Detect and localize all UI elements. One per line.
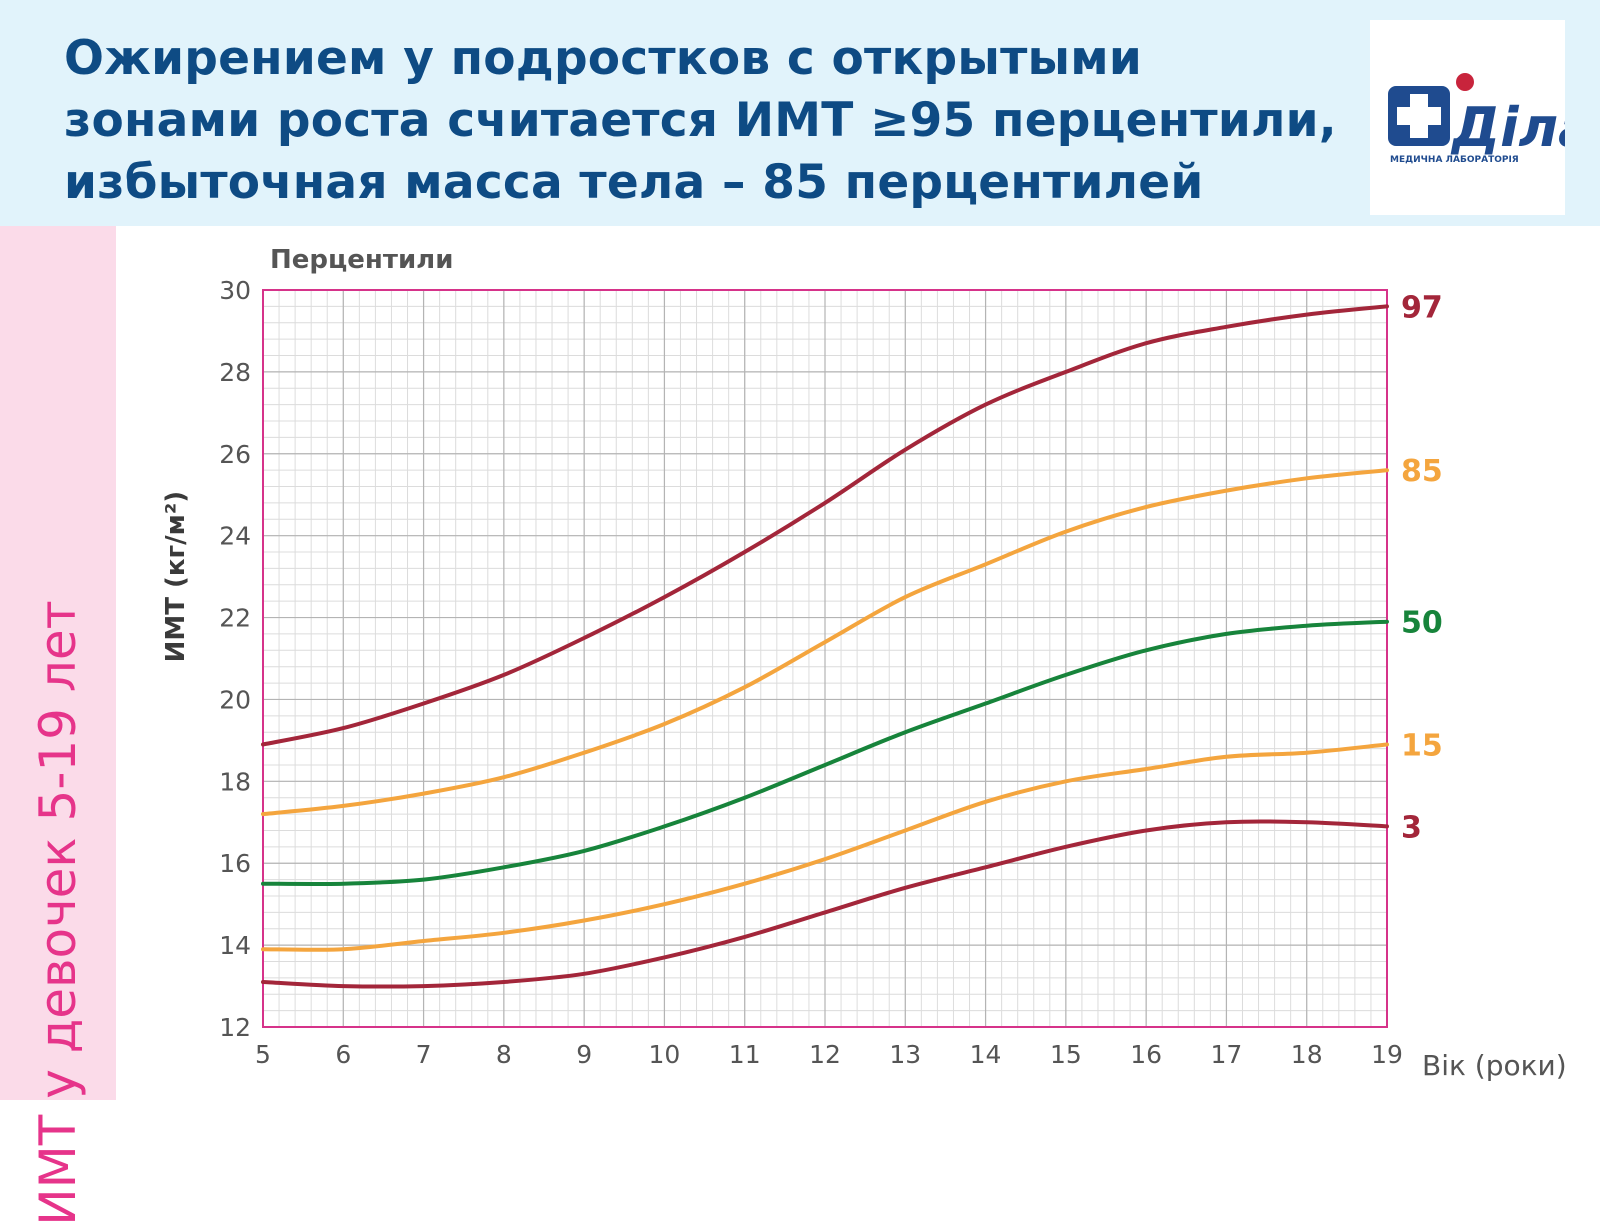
x-tick-label: 9 (576, 1040, 592, 1069)
y-tick-label: 16 (219, 849, 251, 878)
x-tick-label: 17 (1211, 1040, 1243, 1069)
x-tick-label: 5 (255, 1040, 271, 1069)
y-axis-ticks: 12 14 16 18 20 22 24 26 28 30 (219, 276, 251, 1042)
x-tick-label: 16 (1130, 1040, 1162, 1069)
title-line-3: избыточная масса тела – 85 перцентилей (64, 155, 1204, 210)
bmi-chart: 97 85 50 15 3 12 14 16 18 20 22 24 26 28 30 5 6 7 8 9 10 11… (161, 245, 1567, 1082)
page-title: Ожирением у подростков с открытыми зонам… (64, 28, 1337, 214)
series-line-p15 (261, 742, 1389, 952)
percentile-label: Перцентили (270, 245, 453, 275)
series-label-p85: 85 (1401, 454, 1443, 489)
x-tick-label: 14 (970, 1040, 1002, 1069)
series-labels: 97 85 50 15 3 (1401, 290, 1443, 845)
y-tick-label: 26 (219, 440, 251, 469)
y-tick-label: 18 (219, 767, 251, 796)
series-line-p97 (261, 304, 1389, 747)
x-axis-ticks: 5 6 7 8 9 10 11 12 13 14 15 16 17 18 19 (255, 1040, 1403, 1069)
logo-subtext: МЕДИЧНА ЛАБОРАТОРІЯ (1390, 155, 1519, 165)
y-axis-title: ИМТ (кг/м²) (161, 491, 191, 663)
title-line-1: Ожирением у подростков с открытыми (64, 31, 1142, 86)
series-label-p3: 3 (1401, 810, 1422, 845)
series-line-p85 (261, 468, 1389, 817)
logo-dot (1456, 73, 1474, 91)
grid-major (262, 289, 1388, 1028)
y-tick-label: 28 (219, 358, 251, 387)
y-tick-label: 20 (219, 685, 251, 714)
header-banner: Ожирением у подростков с открытыми зонам… (0, 0, 1600, 226)
y-tick-label: 30 (219, 276, 251, 305)
x-tick-label: 15 (1050, 1040, 1082, 1069)
y-tick-label: 14 (219, 931, 251, 960)
x-tick-label: 8 (496, 1040, 512, 1069)
x-tick-label: 7 (416, 1040, 432, 1069)
series-label-p15: 15 (1401, 728, 1443, 763)
x-tick-label: 13 (889, 1040, 921, 1069)
side-panel: ИМТ у девочек 5-19 лет (0, 226, 116, 1226)
y-tick-label: 22 (219, 604, 251, 633)
series-line-p3 (261, 819, 1389, 989)
x-tick-label: 11 (729, 1040, 761, 1069)
x-axis-title: Вік (роки) (1422, 1049, 1567, 1082)
series-label-p50: 50 (1401, 606, 1443, 641)
x-tick-label: 10 (649, 1040, 681, 1069)
series-label-p97: 97 (1401, 290, 1443, 325)
title-line-2: зонами роста считается ИМТ ≥95 перцентил… (64, 93, 1337, 148)
x-tick-label: 12 (809, 1040, 841, 1069)
x-tick-label: 6 (335, 1040, 351, 1069)
x-tick-label: 19 (1371, 1040, 1403, 1069)
logo-cross-h (1397, 107, 1441, 125)
y-tick-label: 12 (219, 1013, 251, 1042)
series-lines (261, 304, 1389, 989)
x-tick-label: 18 (1291, 1040, 1323, 1069)
y-tick-label: 24 (219, 522, 251, 551)
plot-frame (262, 289, 1388, 1028)
series-line-p50 (261, 619, 1389, 887)
